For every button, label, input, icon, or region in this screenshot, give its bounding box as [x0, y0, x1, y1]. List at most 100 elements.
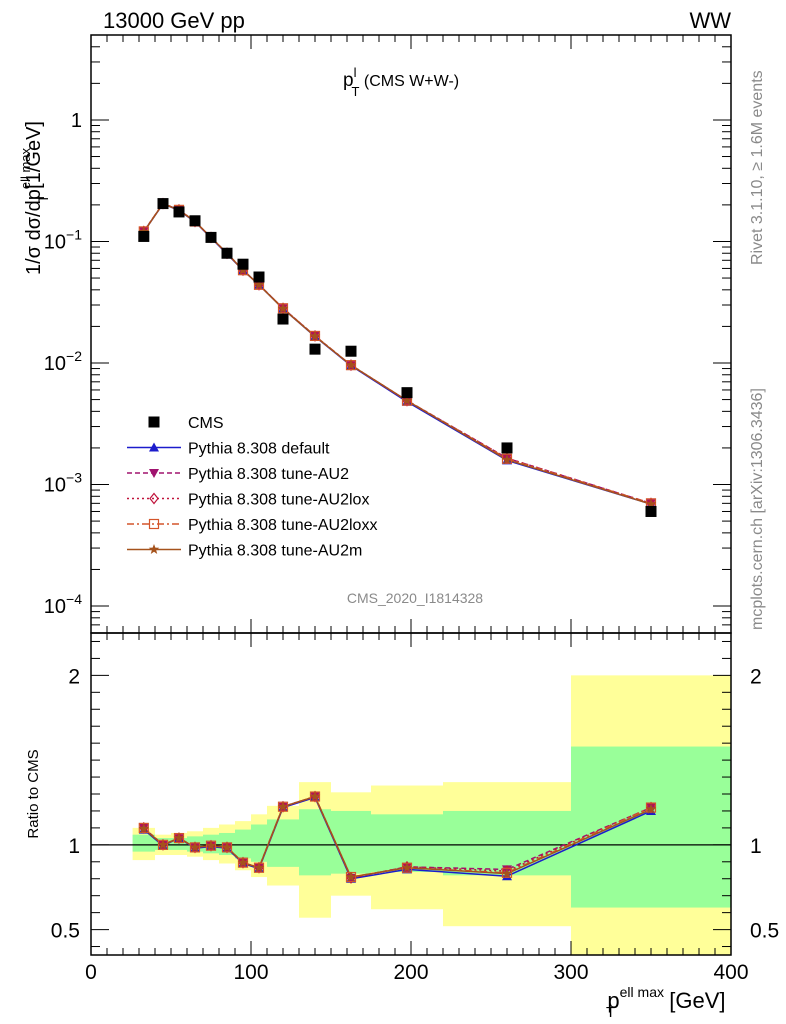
tick-exponent: −1 — [66, 226, 82, 242]
xlabel-sub: T — [606, 1004, 615, 1021]
tick-base: 1 — [71, 110, 82, 132]
x-tick-label: 200 — [393, 961, 428, 984]
ylabel-sup: ell max — [18, 147, 33, 189]
stat-uncertainty-band — [235, 829, 251, 859]
tick-exponent: −3 — [66, 470, 82, 486]
main-frame — [90, 34, 732, 634]
cms-data-point — [401, 387, 413, 399]
legend-marker — [149, 469, 159, 478]
ratio-series-5-point — [253, 862, 265, 873]
cms-data-point — [157, 198, 169, 210]
legend-marker — [149, 492, 159, 505]
legend-label: CMS — [188, 415, 224, 432]
cms-data-point — [645, 505, 657, 517]
legend-entry: Pythia 8.308 tune-AU2loxx — [127, 517, 377, 534]
title-suffix: (CMS W+W-) — [359, 73, 459, 90]
tick-base: 10 — [44, 353, 66, 375]
main-series-5-point — [645, 498, 657, 509]
xlabel-unit: [GeV] — [663, 988, 725, 1013]
stat-uncertainty-band — [251, 824, 267, 862]
legend-label: Pythia 8.308 tune-AU2loxx — [188, 517, 377, 534]
x-axis-label: pell max T [GeV] — [606, 984, 726, 1021]
xlabel-main: p — [607, 988, 619, 1013]
tick-base: 10 — [44, 475, 66, 497]
main-series-line-5 — [143, 202, 652, 505]
stat-uncertainty-band — [132, 834, 155, 852]
legend-label: Pythia 8.308 default — [188, 441, 330, 458]
ratio-y-tick-label-left: 1 — [68, 835, 80, 858]
cms-data-point — [309, 343, 321, 355]
ratio-series-5-point — [157, 839, 169, 850]
ratio-series-5-point — [309, 791, 321, 801]
legend-label: Pythia 8.308 tune-AU2lox — [188, 492, 369, 509]
main-series-5-point — [309, 330, 321, 341]
cms-data-point — [205, 231, 217, 243]
ratio-tick-labels: 0.5 0.5 1 1 2 2 0 100 200 300 400 — [51, 665, 779, 984]
main-y-tick-label: 10−3 — [44, 470, 82, 497]
main-y-axis-label: 1/σ dσ/dpell maxT [1/GeV] — [18, 121, 51, 275]
main-y-tick-label: 1 — [71, 110, 82, 132]
ratio-series-5-point — [277, 801, 289, 812]
cms-data-point — [253, 271, 265, 283]
main-y-tick-label: 10−4 — [44, 591, 82, 618]
cms-data-point — [501, 442, 513, 454]
ratio-panel: 0.5 0.5 1 1 2 2 0 100 200 300 400 Ratio to CMS pel… — [25, 632, 779, 1021]
ratio-series-5-point — [221, 841, 233, 852]
cms-data-point — [173, 206, 185, 218]
ylabel-unit: [1/GeV] — [23, 121, 45, 194]
cms-data-point — [277, 313, 289, 325]
main-series-5-point — [501, 454, 513, 465]
tick-base: 10 — [44, 231, 66, 253]
legend-marker — [148, 518, 160, 530]
analysis-watermark: CMS_2020_I1814328 — [347, 590, 483, 606]
main-series-5-point — [277, 303, 289, 314]
main-plot-area — [138, 197, 657, 517]
ratio-series-5-point — [345, 871, 357, 882]
cms-data-point — [138, 230, 150, 242]
cms-data-point — [345, 345, 357, 357]
tick-base: 10 — [44, 596, 66, 618]
legend-label: Pythia 8.308 tune-AU2 — [188, 466, 349, 483]
stat-uncertainty-band — [443, 810, 571, 876]
x-tick-label: 400 — [713, 961, 748, 984]
cms-data-point — [221, 247, 233, 259]
ratio-series-5-point — [173, 832, 185, 843]
stat-uncertainty-band — [571, 746, 731, 908]
mcplots-label: mcplots.cern.ch [arXiv:1306.3436] — [749, 388, 766, 630]
legend-entry: Pythia 8.308 tune-AU2m — [127, 543, 362, 560]
ratio-axis-ticks — [90, 633, 732, 955]
ratio-y-tick-label-right: 2 — [750, 665, 762, 688]
main-y-tick-label: 10−2 — [44, 348, 82, 375]
ratio-series-5-point — [401, 862, 413, 873]
cms-data-point — [189, 215, 201, 227]
ratio-y-axis-label: Ratio to CMS — [25, 749, 42, 838]
main-series-line-3 — [143, 202, 652, 505]
legend-entry: CMS — [148, 415, 224, 432]
ratio-series-5-point — [645, 803, 657, 814]
tick-exponent: −2 — [66, 348, 82, 364]
main-series-line-1 — [143, 202, 652, 505]
title-main: p — [343, 70, 354, 91]
ratio-series-5-point — [138, 823, 150, 834]
ratio-series-5-point — [501, 868, 513, 879]
legend: CMS Pythia 8.308 default Pythia 8.308 tune… — [127, 415, 377, 560]
ratio-y-tick-label-left: 0.5 — [51, 920, 80, 943]
main-panel: 10−410−310−210−11 pl T (CMS W+W-) CMS_202… — [18, 34, 732, 634]
legend-marker — [149, 442, 159, 452]
main-series-line-4 — [143, 202, 652, 505]
title-sup: l — [354, 65, 357, 80]
ratio-y-tick-label-right: 1 — [750, 835, 762, 858]
ratio-series-5-point — [237, 857, 249, 868]
ratio-y-tick-label-left: 2 — [68, 665, 80, 688]
main-y-tick-label: 10−1 — [44, 226, 82, 253]
legend-marker — [148, 544, 160, 554]
process-label: WW — [689, 8, 731, 33]
main-series-line-2 — [143, 202, 652, 505]
ratio-plot-area — [91, 675, 731, 955]
tick-exponent: −4 — [66, 591, 82, 607]
energy-label: 13000 GeV pp — [103, 8, 245, 33]
legend-entry: Pythia 8.308 default — [127, 441, 330, 458]
main-series-5-point — [401, 395, 413, 406]
cms-data-point — [237, 258, 249, 270]
